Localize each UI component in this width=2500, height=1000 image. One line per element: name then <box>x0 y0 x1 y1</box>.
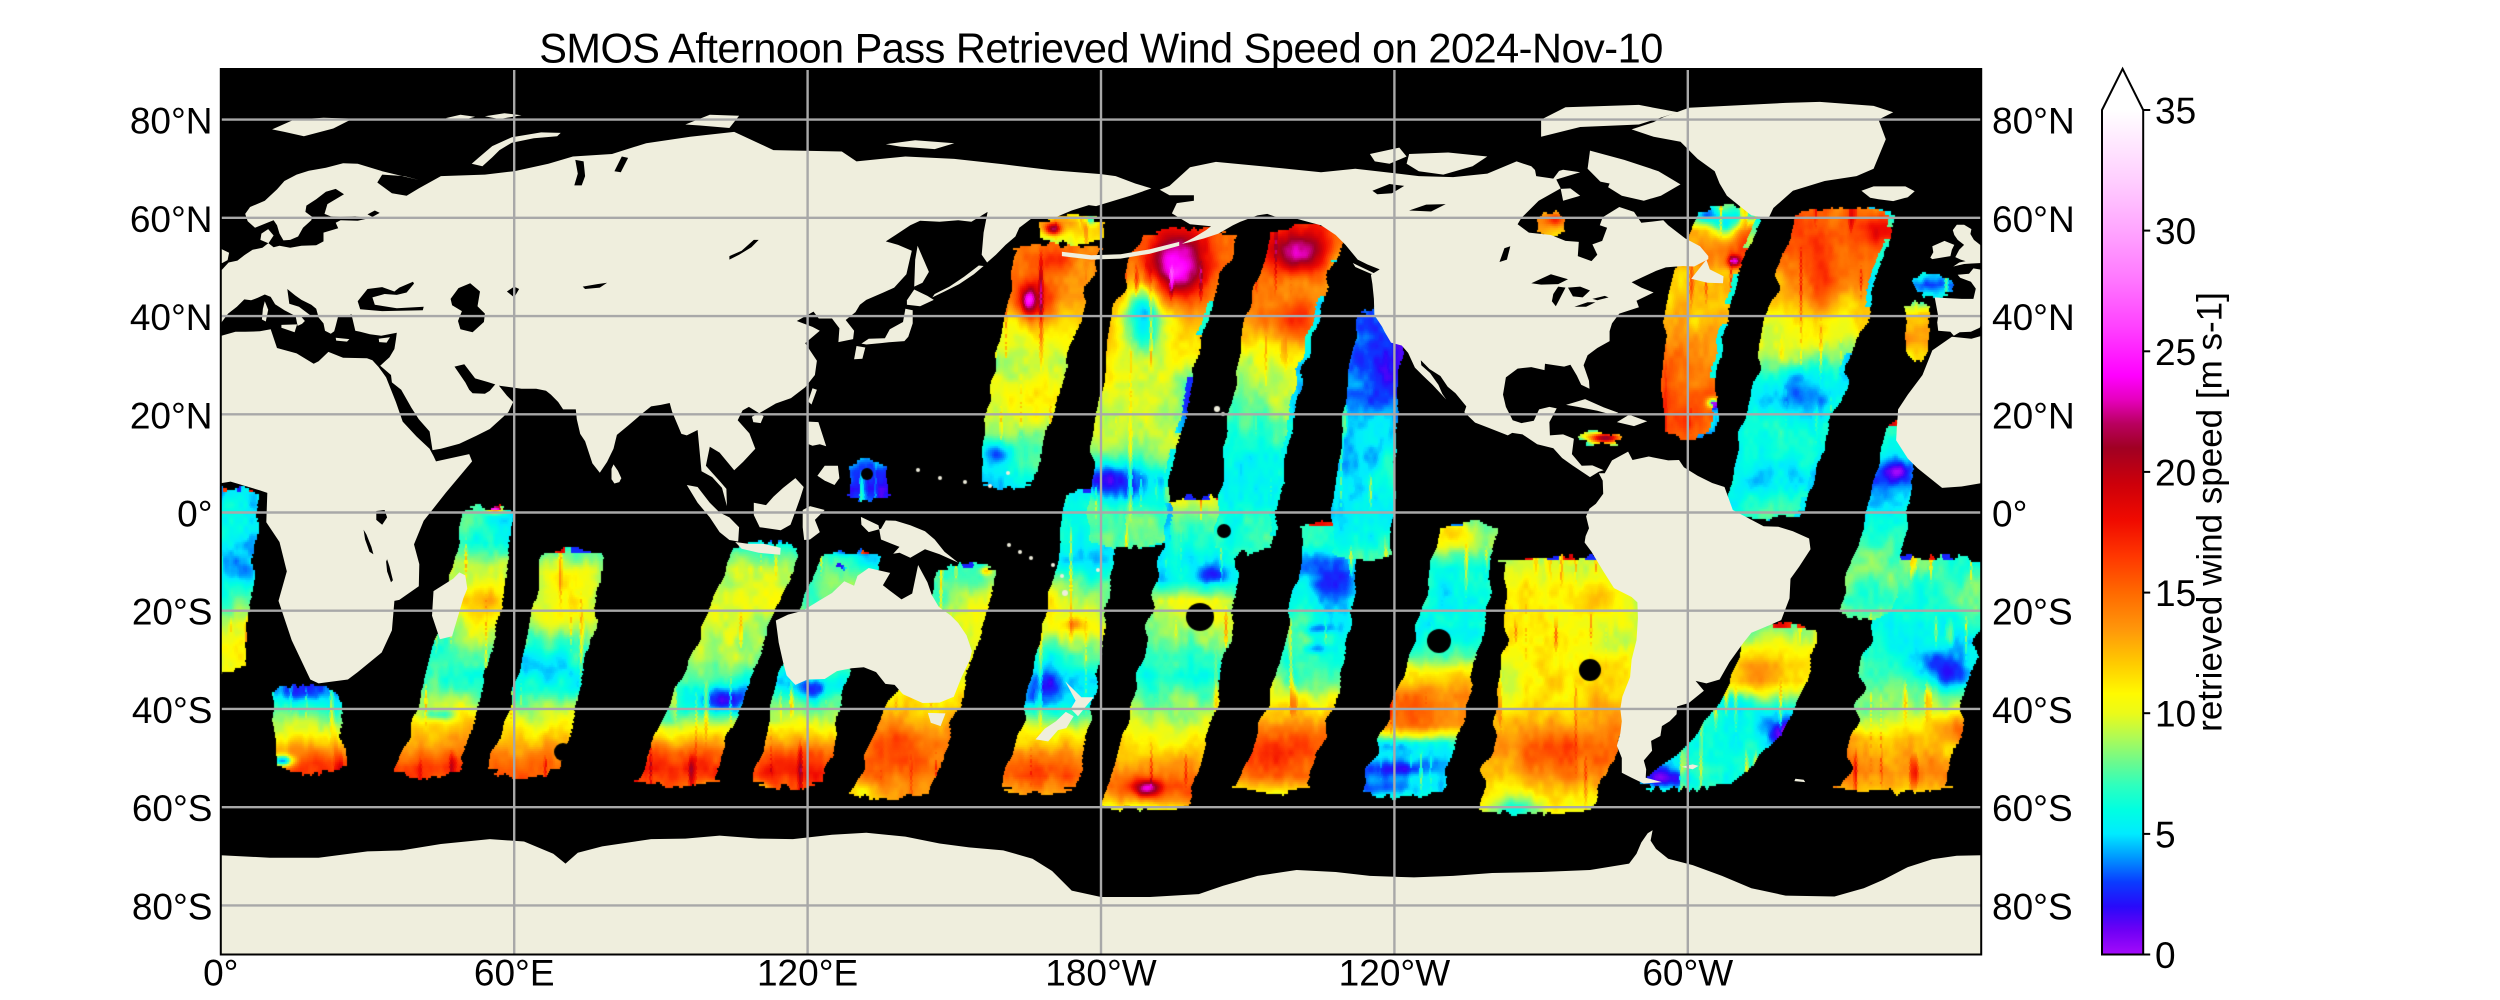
svg-text:40°N: 40°N <box>1992 297 2075 338</box>
svg-text:80°N: 80°N <box>130 101 213 142</box>
svg-text:15: 15 <box>2155 573 2196 614</box>
svg-text:0°: 0° <box>203 953 238 994</box>
svg-text:40°N: 40°N <box>130 297 213 338</box>
svg-text:80°S: 80°S <box>132 886 213 927</box>
svg-text:0: 0 <box>2155 935 2176 976</box>
svg-text:20°N: 20°N <box>1992 395 2075 436</box>
svg-text:35: 35 <box>2155 91 2196 132</box>
svg-text:60°S: 60°S <box>1992 788 2073 829</box>
svg-text:60°S: 60°S <box>132 788 213 829</box>
svg-text:60°N: 60°N <box>1992 199 2075 240</box>
svg-text:40°S: 40°S <box>1992 690 2073 731</box>
svg-text:10: 10 <box>2155 694 2196 735</box>
svg-text:25: 25 <box>2155 332 2196 373</box>
svg-text:60°N: 60°N <box>130 199 213 240</box>
svg-text:0°: 0° <box>177 494 212 535</box>
svg-text:retrieved wind speed [m s-1]: retrieved wind speed [m s-1] <box>2191 292 2230 732</box>
svg-text:30: 30 <box>2155 211 2196 252</box>
svg-text:0°: 0° <box>1992 494 2027 535</box>
svg-text:120°W: 120°W <box>1339 953 1451 994</box>
svg-text:80°S: 80°S <box>1992 886 2073 927</box>
svg-text:20°S: 20°S <box>132 592 213 633</box>
svg-text:60°W: 60°W <box>1642 953 1733 994</box>
svg-text:60°E: 60°E <box>474 953 555 994</box>
svg-text:SMOS Afternoon Pass Retrieved: SMOS Afternoon Pass Retrieved Wind Speed… <box>539 25 1663 72</box>
svg-text:80°N: 80°N <box>1992 101 2075 142</box>
svg-text:20: 20 <box>2155 452 2196 493</box>
svg-text:40°S: 40°S <box>132 690 213 731</box>
svg-text:5: 5 <box>2155 814 2176 855</box>
svg-text:120°E: 120°E <box>757 953 858 994</box>
svg-text:180°W: 180°W <box>1045 953 1157 994</box>
svg-text:20°S: 20°S <box>1992 592 2073 633</box>
svg-text:20°N: 20°N <box>130 395 213 436</box>
